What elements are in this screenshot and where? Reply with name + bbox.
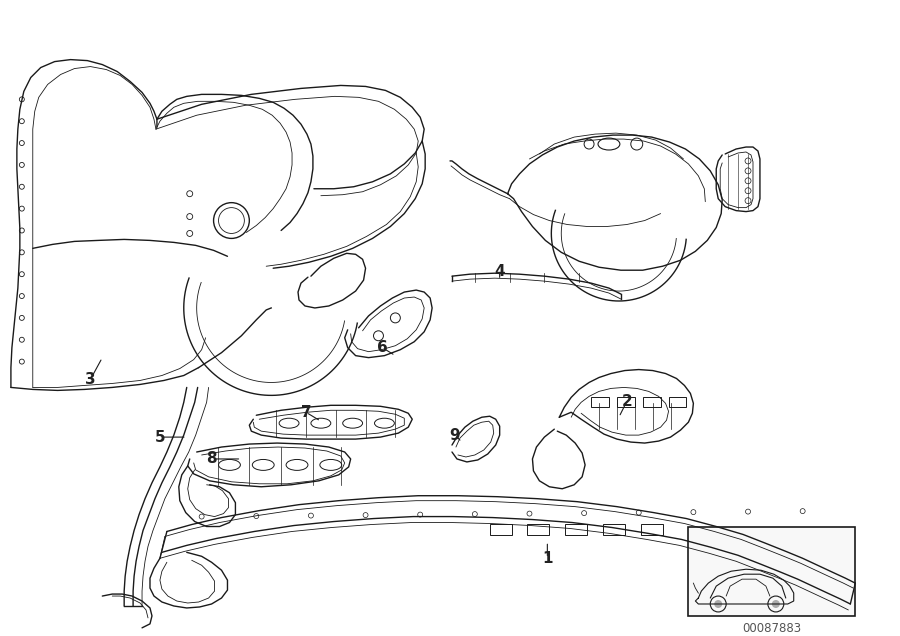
Text: 8: 8 (206, 452, 217, 466)
Bar (565, 523, 587, 536)
Bar (669, 398, 687, 407)
Text: 9: 9 (450, 427, 460, 443)
Text: 00087883: 00087883 (742, 623, 801, 635)
Circle shape (772, 600, 779, 608)
Text: 2: 2 (622, 394, 632, 409)
Text: 7: 7 (301, 404, 311, 420)
Bar (527, 523, 549, 536)
Bar (591, 398, 609, 407)
Bar (641, 523, 662, 536)
Bar (603, 523, 625, 536)
Bar (490, 523, 511, 536)
Text: 6: 6 (377, 340, 388, 355)
Circle shape (715, 600, 722, 608)
Text: 5: 5 (155, 429, 166, 445)
Text: 3: 3 (86, 372, 95, 387)
Bar (616, 398, 634, 407)
Bar (643, 398, 661, 407)
Bar (688, 527, 855, 616)
Text: 1: 1 (542, 551, 553, 566)
Text: 4: 4 (494, 264, 505, 279)
